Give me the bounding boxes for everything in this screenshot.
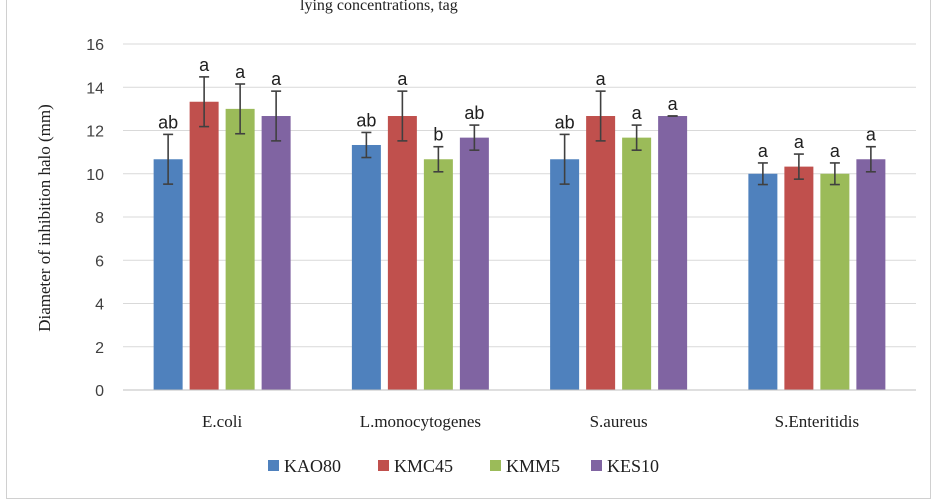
significance-label: a	[758, 141, 769, 161]
bar	[550, 159, 580, 390]
significance-label: ab	[555, 112, 575, 132]
significance-label: ab	[158, 112, 178, 132]
y-tick-label: 4	[95, 297, 104, 314]
significance-label: a	[794, 132, 805, 152]
bar	[351, 144, 381, 390]
x-category-label: E.coli	[202, 412, 242, 431]
x-category-label: S.aureus	[590, 412, 648, 431]
y-tick-label: 14	[86, 80, 104, 97]
legend-swatch	[591, 460, 602, 471]
y-tick-label: 6	[95, 253, 104, 270]
significance-label: a	[632, 103, 643, 123]
bar	[423, 159, 453, 390]
legend-swatch	[490, 460, 501, 471]
legend-swatch	[268, 460, 279, 471]
bar	[225, 108, 255, 390]
significance-label: a	[830, 141, 841, 161]
bar	[784, 166, 814, 390]
significance-label: b	[433, 125, 443, 145]
bar	[387, 116, 417, 390]
y-tick-label: 12	[86, 124, 104, 141]
legend-swatch	[378, 460, 389, 471]
significance-label: a	[668, 94, 679, 114]
significance-label: a	[397, 69, 408, 89]
significance-label: a	[235, 62, 246, 82]
bar	[153, 159, 183, 390]
bar	[658, 116, 688, 390]
bar	[856, 159, 886, 390]
bar	[622, 137, 652, 390]
significance-label: a	[199, 55, 210, 75]
bar	[586, 116, 616, 390]
bar	[261, 116, 291, 390]
legend: KAO80 KMC45 KMM5 KES10	[268, 456, 659, 476]
legend-label: KMC45	[394, 456, 453, 476]
y-tick-label: 10	[86, 167, 104, 184]
y-axis-label: Diameter of inhibition halo (mm)	[35, 104, 54, 332]
bar	[820, 173, 850, 390]
legend-label: KAO80	[284, 456, 341, 476]
y-tick-label: 2	[95, 340, 104, 357]
y-tick-label: 16	[86, 37, 104, 54]
axes: 0 2 4 6 8 10 12 14 16 E.coli L.monocytogenes S.aure…	[86, 37, 916, 431]
cropped-caption-text: lying concentrations, tag	[300, 0, 458, 14]
y-tick-label: 8	[95, 210, 104, 227]
significance-label: a	[271, 69, 282, 89]
significance-label: ab	[464, 103, 484, 123]
legend-label: KES10	[607, 456, 659, 476]
bar	[189, 101, 219, 391]
bar	[459, 137, 489, 390]
significance-label: a	[596, 69, 607, 89]
gridlines	[123, 43, 916, 348]
legend-label: KMM5	[506, 456, 560, 476]
y-tick-label: 0	[95, 383, 104, 400]
x-category-label: S.Enteritidis	[775, 412, 860, 431]
significance-label: a	[866, 125, 877, 145]
x-category-label: L.monocytogenes	[360, 412, 481, 431]
bar	[748, 173, 778, 390]
significance-label: ab	[356, 110, 376, 130]
